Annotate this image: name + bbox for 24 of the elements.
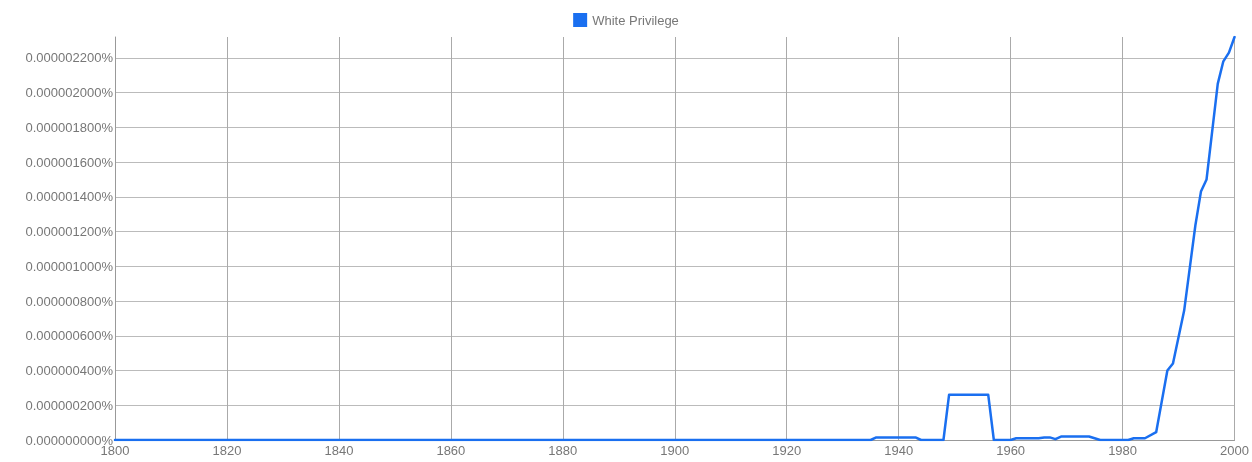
x-tick-label: 1880 (548, 443, 578, 458)
legend-label: White Privilege (592, 12, 679, 28)
y-tick-label: 0.000001400% (25, 189, 114, 205)
y-tick-label: 0.000002000% (25, 85, 114, 101)
x-tick-label: 1980 (1108, 443, 1138, 458)
y-tick-label: 0.000001600% (25, 154, 114, 170)
x-tick-label: 1820 (212, 443, 242, 458)
y-tick-label: 0.000002200% (25, 50, 114, 66)
x-tick-label: 1960 (996, 443, 1026, 458)
y-tick-label: 0.000000600% (25, 328, 114, 344)
x-tick-label: 1800 (100, 443, 130, 458)
y-tick-label: 0.000001000% (25, 258, 114, 274)
y-tick-label: 0.000000400% (25, 363, 114, 379)
x-tick-label: 1900 (660, 443, 690, 458)
y-tick-label: 0.000000800% (25, 293, 114, 309)
x-tick-label: 1840 (324, 443, 354, 458)
x-tick-label: 1940 (884, 443, 914, 458)
y-tick-label: 0.000001200% (25, 224, 114, 240)
y-tick-label: 0.000001800% (25, 119, 114, 135)
line-series (113, 35, 1236, 442)
x-tick-label: 1920 (772, 443, 802, 458)
x-tick-label: 1860 (436, 443, 466, 458)
y-tick-label: 0.000000200% (25, 397, 114, 413)
x-tick-label: 2000 (1220, 443, 1249, 458)
